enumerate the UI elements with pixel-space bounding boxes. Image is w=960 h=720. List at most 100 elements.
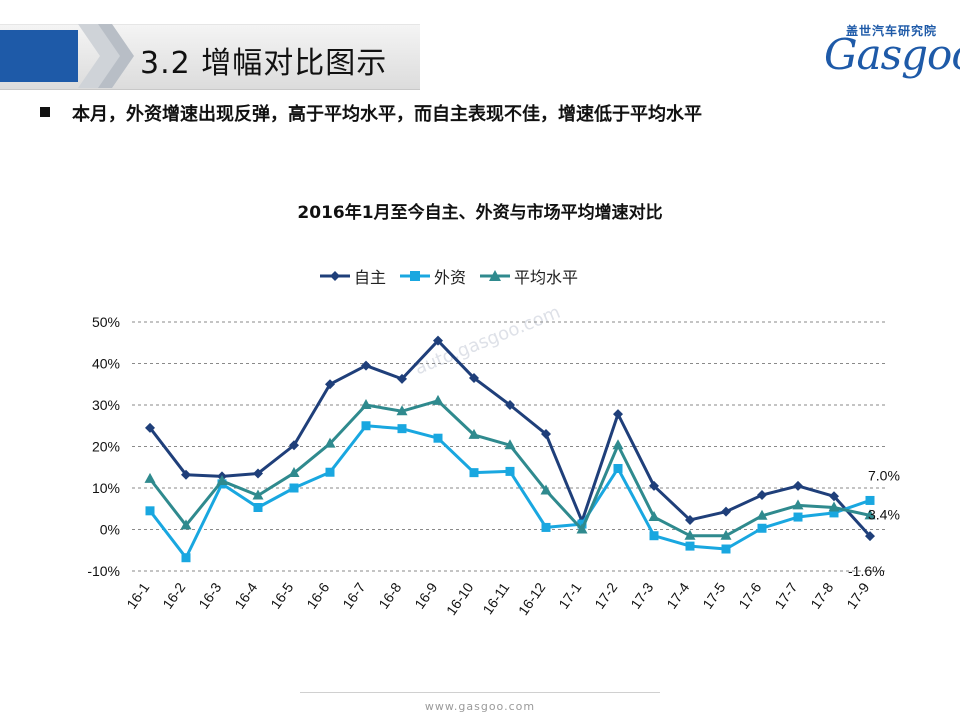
data-point	[361, 421, 371, 431]
data-point	[756, 509, 768, 520]
bullet-square-icon	[40, 107, 50, 117]
data-point	[648, 511, 660, 522]
data-point	[180, 519, 192, 530]
x-tick-label: 17-5	[699, 579, 728, 611]
data-point	[468, 428, 480, 439]
x-tick-label: 17-1	[555, 579, 584, 611]
x-tick-label: 17-4	[663, 579, 692, 611]
x-tick-label: 16-10	[443, 579, 477, 618]
data-point	[721, 506, 731, 517]
data-point	[325, 379, 335, 390]
summary-text: 本月，外资增速出现反弹，高于平均水平，而自主表现不佳，增速低于平均水平	[72, 104, 702, 125]
data-point	[757, 490, 767, 501]
x-tick-label: 17-6	[735, 579, 764, 611]
data-point	[613, 409, 623, 420]
data-point	[433, 433, 443, 443]
data-point	[793, 512, 803, 522]
series-line-2	[148, 399, 871, 538]
data-point	[253, 503, 263, 513]
data-label: 3.4%	[868, 506, 900, 522]
data-point	[397, 424, 407, 434]
data-point	[505, 400, 515, 410]
data-point	[433, 335, 443, 346]
x-tick-label: 16-8	[375, 579, 404, 611]
data-point	[325, 467, 335, 477]
data-point	[793, 480, 803, 491]
x-tick-label: 17-3	[627, 579, 656, 611]
y-tick-label: 0%	[100, 522, 120, 538]
data-point	[865, 531, 875, 542]
data-point	[217, 471, 227, 482]
data-point	[829, 491, 839, 502]
watermark: auto.gasgoo.com	[411, 301, 564, 380]
data-point	[577, 516, 587, 527]
data-point	[432, 394, 444, 405]
x-tick-label: 17-9	[843, 579, 872, 611]
data-point	[181, 469, 191, 480]
chart-title: 2016年1月至今自主、外资与市场平均增速对比	[297, 203, 663, 223]
data-point	[685, 541, 695, 551]
data-point	[828, 501, 840, 512]
data-point	[829, 508, 839, 518]
series-line-1	[148, 424, 871, 560]
data-point	[145, 422, 155, 433]
legend-item-pingjun: 平均水平	[480, 264, 578, 288]
data-point	[504, 439, 516, 450]
x-tick-label: 16-12	[515, 579, 549, 618]
data-point	[684, 529, 696, 540]
logo-chinese-text: 盖世汽车研究院	[846, 24, 938, 38]
x-tick-label: 16-7	[339, 579, 368, 611]
y-tick-label: 50%	[92, 314, 120, 330]
x-tick-label: 16-4	[231, 579, 260, 611]
legend-square-icon	[400, 271, 431, 281]
footer-url: www.gasgoo.com	[424, 700, 536, 713]
legend-triangle-icon	[480, 270, 511, 281]
data-point	[288, 467, 300, 478]
data-point	[540, 484, 552, 495]
y-tick-label: 40%	[92, 356, 120, 372]
data-point	[397, 373, 407, 384]
data-point	[360, 399, 372, 409]
data-point	[721, 544, 731, 554]
y-tick-label: 10%	[92, 480, 120, 496]
gasgoo-logo: Gasgoo	[824, 30, 960, 79]
data-point	[469, 373, 479, 384]
x-tick-label: 17-8	[807, 579, 836, 611]
data-point	[757, 523, 767, 533]
x-tick-label: 16-9	[411, 579, 440, 611]
data-point	[685, 514, 695, 525]
data-point	[145, 506, 155, 516]
legend-item-waizi: 外资	[400, 264, 466, 288]
data-point	[576, 523, 588, 534]
data-point	[577, 519, 587, 529]
x-tick-label: 16-5	[267, 579, 296, 611]
data-point	[396, 405, 408, 416]
x-tick-label: 16-2	[159, 579, 188, 611]
data-point	[649, 480, 659, 491]
series-line-0	[148, 339, 872, 538]
data-point	[361, 360, 371, 371]
data-point	[217, 479, 227, 489]
page-title: 3.2 增幅对比图示	[140, 46, 388, 81]
data-point	[649, 531, 659, 541]
legend-label-pingjun: 平均水平	[514, 268, 579, 287]
data-point	[792, 499, 804, 510]
x-tick-label: 16-1	[123, 579, 152, 611]
x-tick-label: 16-6	[303, 579, 332, 611]
data-point	[181, 553, 191, 563]
data-point	[469, 468, 479, 478]
x-tick-label: 17-7	[771, 579, 800, 611]
data-point	[289, 440, 299, 451]
data-point	[324, 437, 336, 448]
y-tick-label: 30%	[92, 397, 120, 413]
header-accent	[0, 30, 78, 82]
x-tick-label: 16-3	[195, 579, 224, 611]
x-tick-label: 16-11	[479, 579, 512, 617]
data-point	[289, 483, 299, 493]
legend-item-zizhu: 自主	[320, 264, 386, 288]
y-tick-label: -10%	[87, 563, 120, 579]
data-point	[505, 466, 515, 476]
data-point	[541, 429, 551, 440]
footer-divider	[300, 692, 660, 693]
data-point	[612, 439, 624, 450]
